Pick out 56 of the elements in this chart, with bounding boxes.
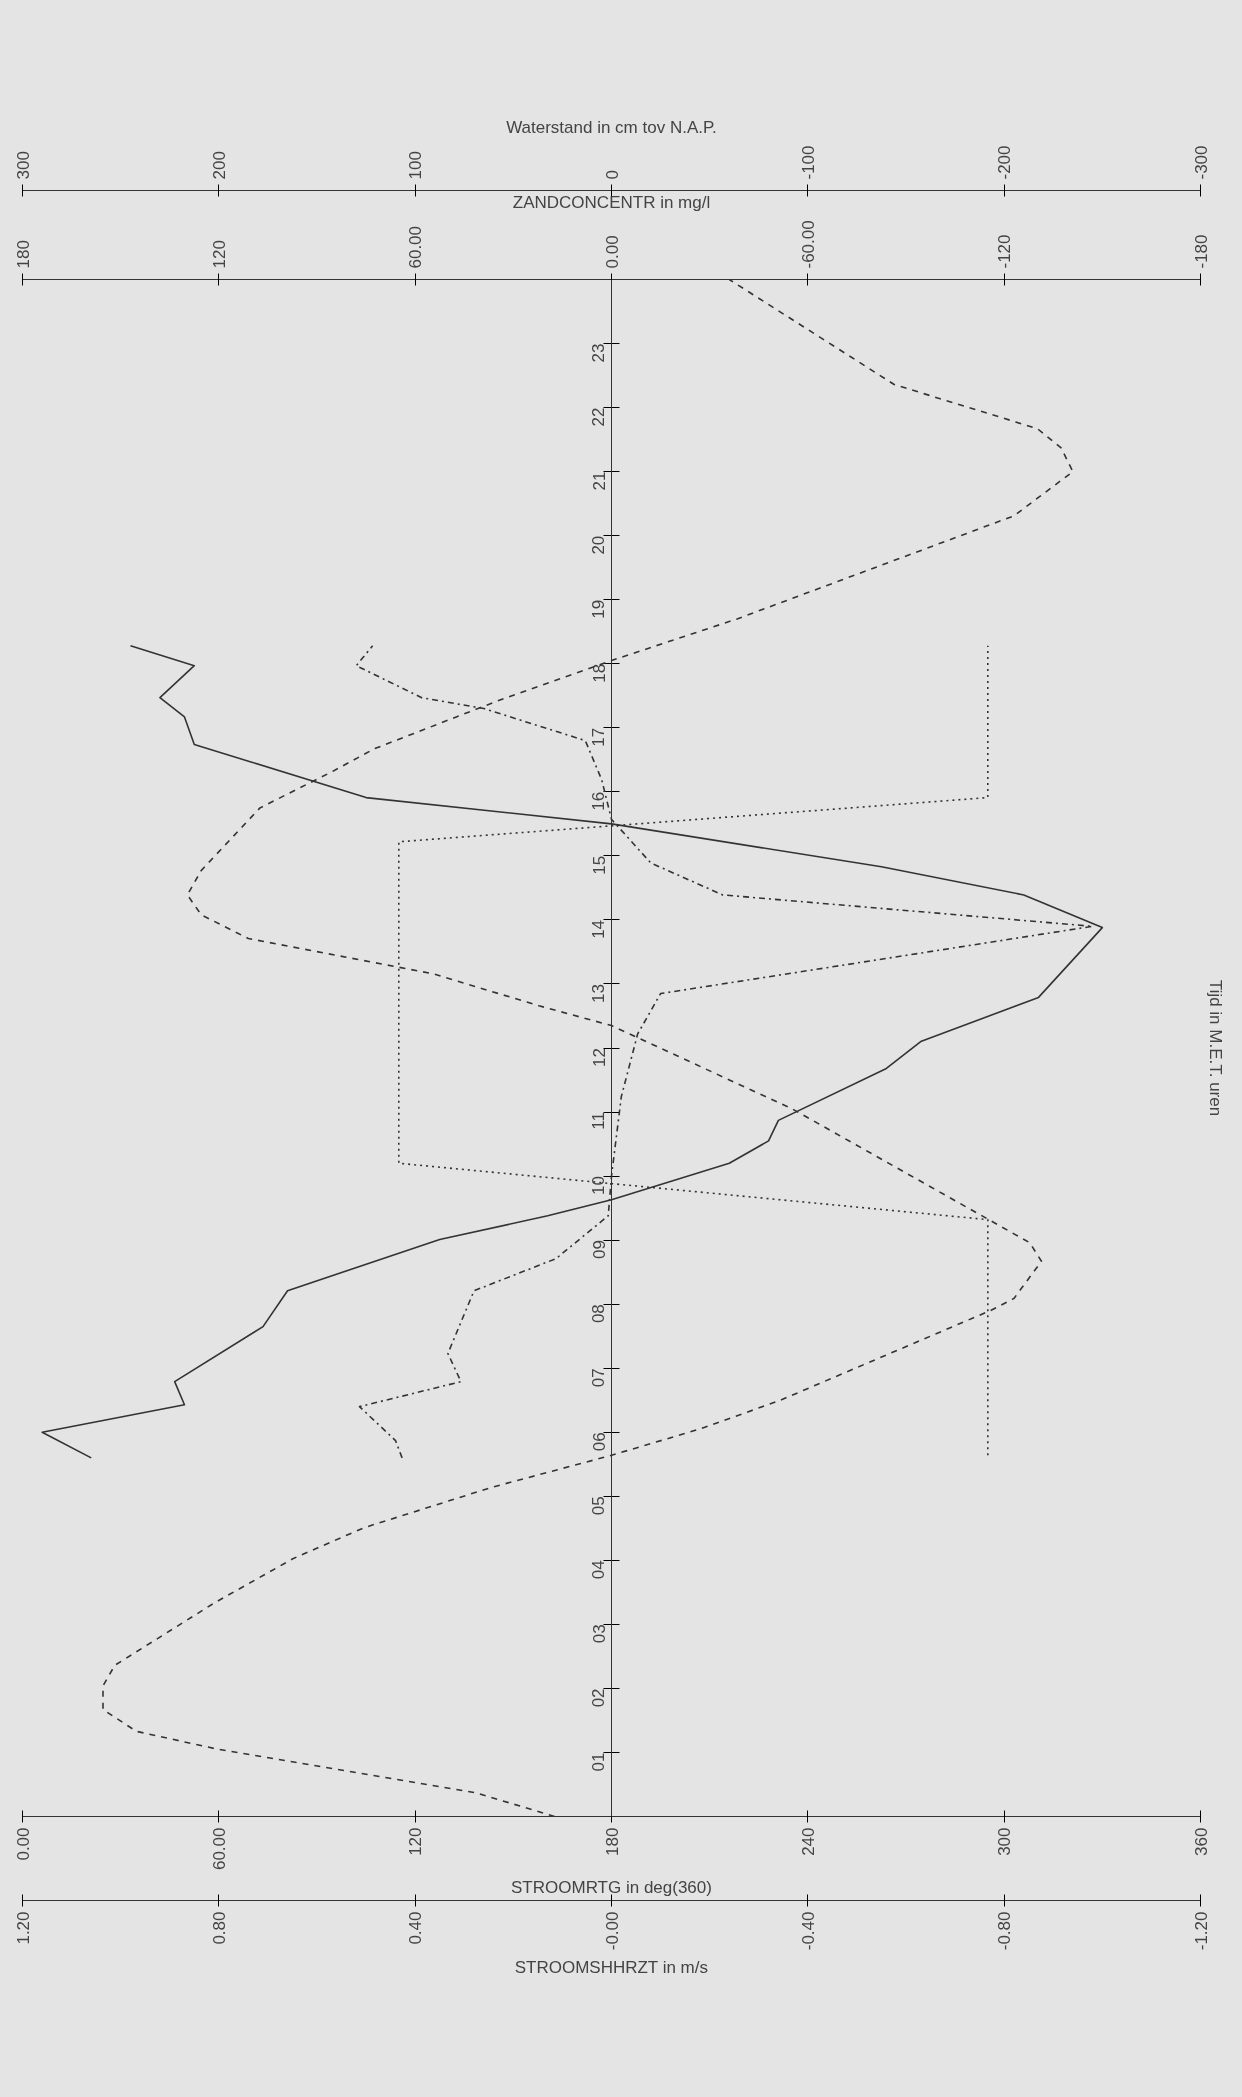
x-tick-label: -1.20 [1191,1911,1211,1951]
x2-tick-label: 0.00 [13,1827,33,1861]
x2-tick-label: -180 [1191,234,1211,269]
x-tick-label: -200 [995,145,1015,180]
y-tick-label: 19 [589,599,609,619]
x2-tick-label: 60.00 [406,225,426,269]
x-tick-label: -100 [798,145,818,180]
x2-tick-label: 0.00 [602,235,622,269]
x-tick-label: -0.00 [602,1911,622,1951]
y-tick-label: 07 [589,1368,609,1388]
x-tick-label: 200 [209,151,229,180]
y-tick-label: 01 [589,1752,609,1772]
x2-tick-label: -120 [995,234,1015,269]
x2-tick-label: -60.00 [798,220,818,269]
x2-tick-label: 60.00 [209,1827,229,1871]
y-tick-label: 22 [589,407,609,427]
y-tick-label: 13 [589,983,609,1003]
x-tick-label: 100 [406,151,426,180]
y-tick-label: 02 [589,1688,609,1708]
x-tick-label: 0.40 [406,1911,426,1945]
y-tick-label: 04 [589,1560,609,1580]
x-tick-label: 1.20 [13,1911,33,1945]
x-axis-title: STROOMSHHRZT in m/s [514,1958,709,1978]
y-tick-label: 06 [589,1432,609,1452]
y-tick-label: 05 [589,1496,609,1516]
y-tick-label: 12 [589,1047,609,1067]
x-tick-label: -0.80 [995,1911,1015,1951]
x-tick-label: 0.80 [209,1911,229,1945]
x-tick-label: -300 [1191,145,1211,180]
x2-tick-label: 240 [798,1827,818,1856]
x2-axis-title: STROOMRTG in deg(360) [511,1878,712,1898]
x2-tick-label: 120 [406,1827,426,1856]
y-tick-label: 17 [589,727,609,747]
y-tick-label: 23 [589,343,609,363]
x-axis-title: Waterstand in cm tov N.A.P. [506,118,717,138]
y-tick-label: 15 [589,855,609,875]
x2-tick-label: 120 [209,240,229,269]
y-tick-label: 10 [589,1176,609,1195]
x-tick-label: 300 [13,151,33,180]
y-tick-label: 11 [589,1112,609,1130]
x-tick-label: -0.40 [798,1911,818,1951]
y-tick-label: 18 [589,663,609,683]
y-tick-label: 20 [589,535,609,555]
x2-tick-label: 180 [602,1827,622,1856]
y-tick-label: 16 [589,791,609,811]
y-axis-title: Tijd in M.E.T. uren [1205,979,1225,1117]
x2-tick-label: 300 [995,1827,1015,1856]
x2-axis-title: ZANDCONCENTR in mg/l [512,193,711,213]
x2-tick-label: 360 [1191,1827,1211,1856]
y-tick-label: 21 [589,471,609,491]
x-tick-label: 0 [602,170,622,180]
y-tick-label: 09 [589,1240,609,1260]
y-tick-label: 08 [589,1304,609,1324]
y-tick-label: 03 [589,1624,609,1644]
x2-tick-label: 180 [13,240,33,269]
y-tick-label: 14 [589,919,609,939]
